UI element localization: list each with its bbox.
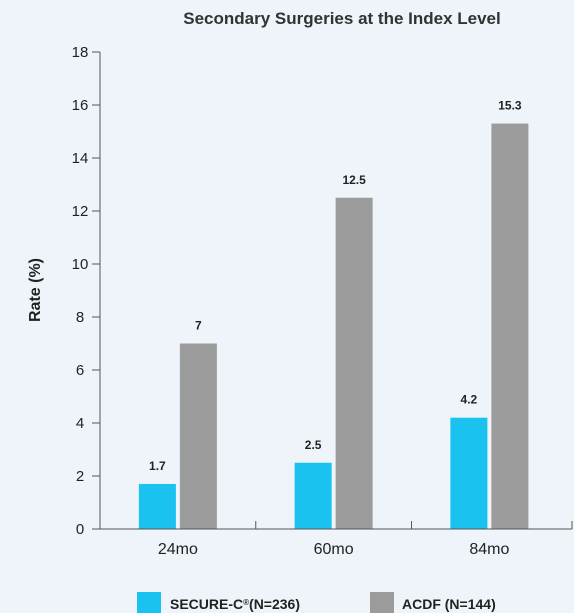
data-labels: 1.7 7 2.5 12.5 4.2 15.3	[149, 99, 522, 473]
legend-swatch-secure-c	[137, 592, 161, 613]
y-tick-label: 6	[76, 362, 84, 379]
data-label: 12.5	[342, 173, 366, 187]
y-tick-label: 2	[76, 468, 84, 485]
legend-label-acdf: ACDF (N=144)	[402, 596, 496, 612]
y-tick-label: 0	[76, 521, 84, 538]
bar-secure-c-84mo	[450, 417, 488, 529]
bar-acdf-24mo	[179, 343, 217, 529]
x-tick-label: 24mo	[158, 541, 198, 558]
bar-acdf-84mo	[491, 123, 529, 530]
data-label: 2.5	[305, 438, 322, 452]
chart-title: Secondary Surgeries at the Index Level	[183, 9, 500, 28]
data-label: 7	[195, 319, 202, 333]
x-tick-label: 84mo	[469, 541, 509, 558]
data-label: 4.2	[461, 393, 478, 407]
y-tick-label: 12	[72, 203, 89, 220]
legend: SECURE-C®(N=236) ACDF (N=144)	[137, 592, 496, 613]
legend-label-secure-c: SECURE-C®(N=236)	[170, 596, 300, 612]
data-label: 15.3	[498, 99, 522, 113]
data-label: 1.7	[149, 459, 166, 473]
y-tick-label: 8	[76, 309, 84, 326]
x-axis: 24mo 60mo 84mo	[158, 521, 510, 558]
x-tick-label: 60mo	[314, 541, 354, 558]
y-axis: 0 2 4 6 8 10 12 14 16 18	[72, 44, 101, 538]
y-tick-label: 18	[72, 44, 89, 61]
bars-group	[138, 123, 529, 530]
bar-secure-c-60mo	[294, 462, 332, 529]
y-axis-label: Rate (%)	[27, 258, 44, 322]
y-tick-label: 16	[72, 97, 89, 114]
y-tick-label: 4	[76, 415, 84, 432]
y-tick-label: 10	[72, 256, 89, 273]
legend-swatch-acdf	[370, 592, 394, 613]
bar-acdf-60mo	[335, 197, 373, 529]
y-tick-label: 14	[72, 150, 89, 167]
bar-secure-c-24mo	[138, 483, 176, 529]
